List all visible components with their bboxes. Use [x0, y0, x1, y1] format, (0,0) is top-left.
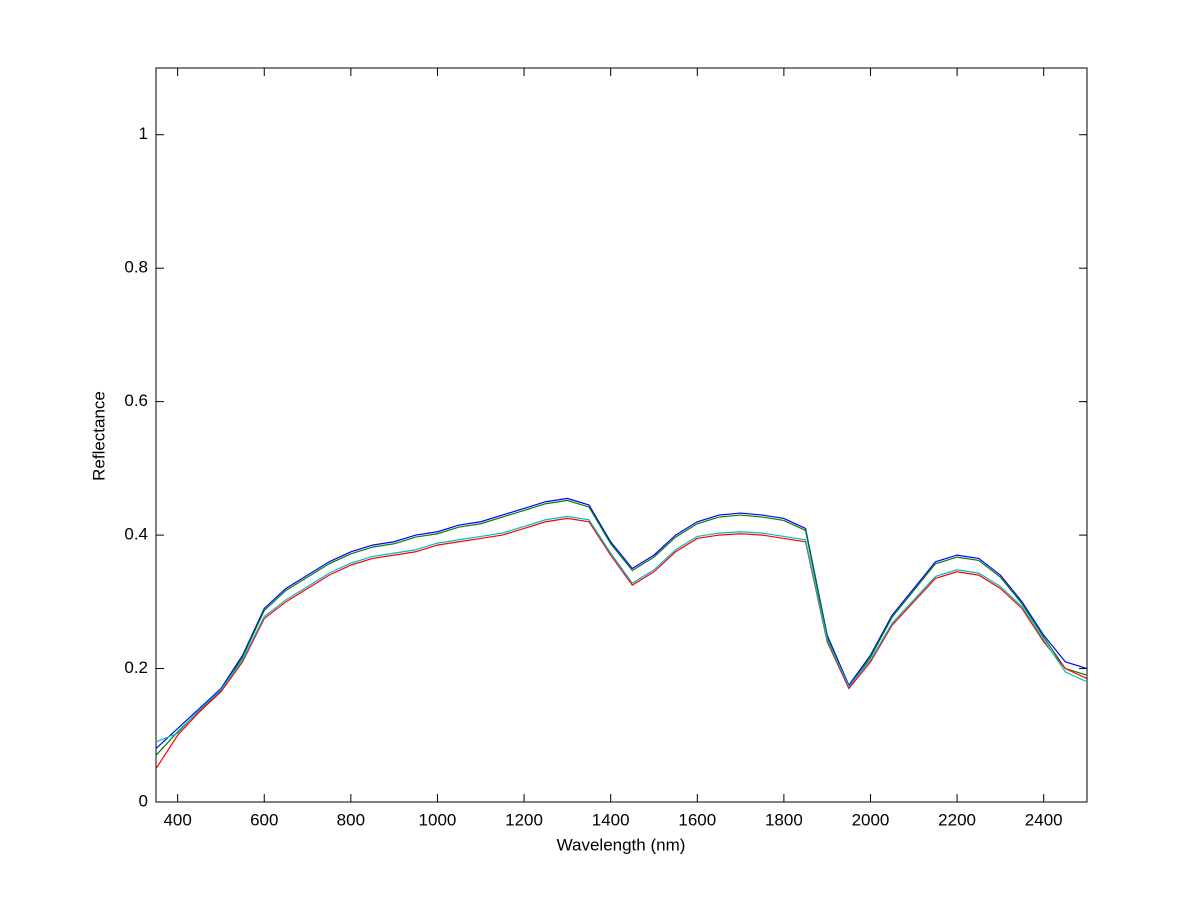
series-line — [155, 499, 1088, 756]
y-tick-label: 0.6 — [124, 391, 148, 410]
x-tick-label: 1600 — [678, 810, 716, 829]
x-tick-label: 1400 — [592, 810, 630, 829]
x-tick-label: 1200 — [505, 810, 543, 829]
x-tick-label: 2200 — [938, 810, 976, 829]
y-tick-label: 0.2 — [124, 658, 148, 677]
y-tick-label: 0 — [139, 791, 148, 810]
y-tick-label: 1 — [139, 124, 148, 143]
x-tick-label: 1000 — [419, 810, 457, 829]
series-line — [155, 517, 1088, 769]
series-line — [155, 497, 1088, 750]
plot-frame — [155, 67, 1088, 803]
x-tick-label: 600 — [250, 810, 278, 829]
y-tick-label: 0.8 — [124, 258, 148, 277]
y-axis-label: Reflectance — [89, 391, 108, 481]
x-tick-label: 400 — [163, 810, 191, 829]
x-tick-label: 800 — [337, 810, 365, 829]
series-line — [155, 515, 1088, 743]
x-axis-label: Wavelength (nm) — [557, 835, 686, 854]
x-tick-label: 2000 — [852, 810, 890, 829]
x-tick-label: 1800 — [765, 810, 803, 829]
y-tick-label: 0.4 — [124, 525, 148, 544]
x-tick-label: 2400 — [1025, 810, 1063, 829]
